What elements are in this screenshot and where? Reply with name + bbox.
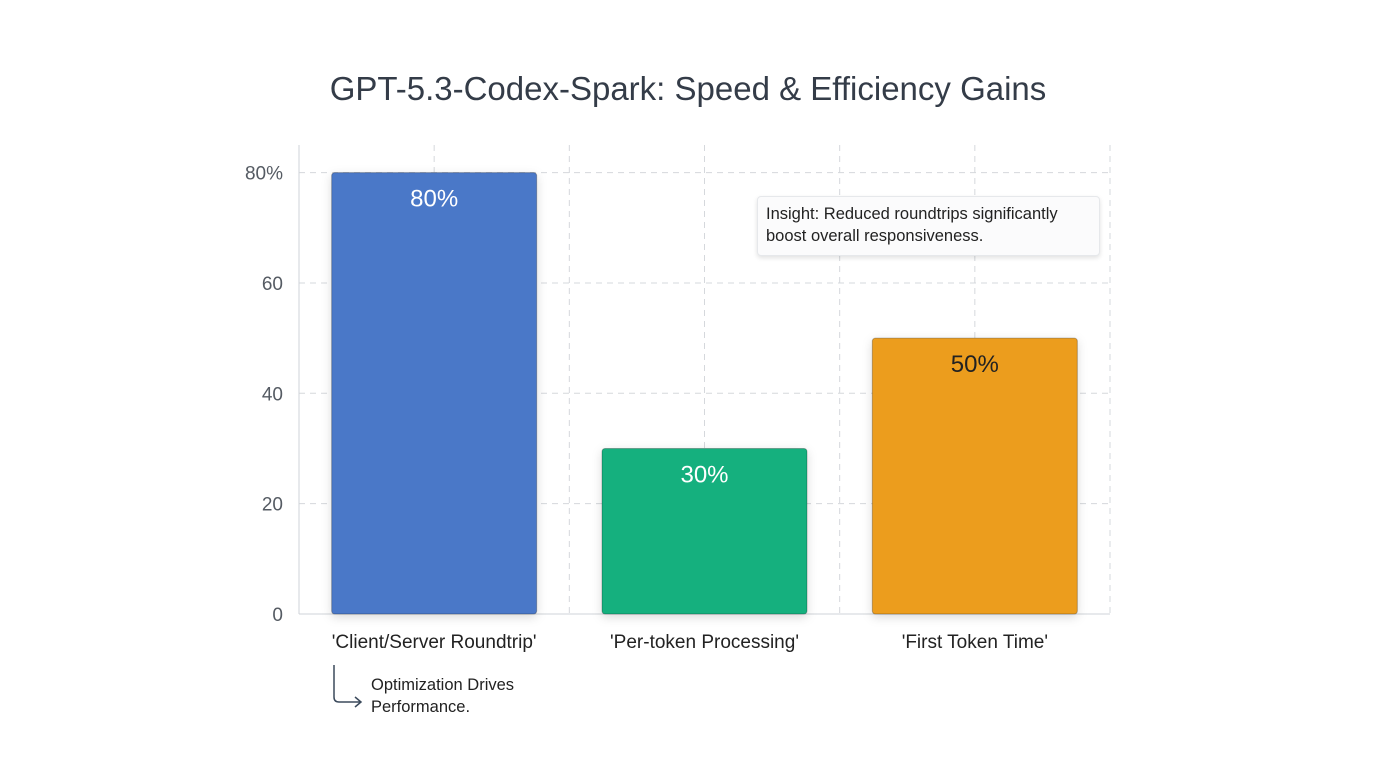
y-tick-label: 20 [262, 495, 283, 516]
insight-annotation: Insight: Reduced roundtrips significantl… [757, 196, 1100, 256]
note-line-2: Performance. [371, 698, 471, 716]
insight-line-1: Insight: Reduced roundtrips significantl… [766, 205, 1058, 223]
bar [871, 337, 1078, 615]
bar-value-label: 80% [410, 186, 458, 213]
bar-value-label: 50% [951, 351, 999, 378]
x-tick-label: 'Client/Server Roundtrip' [332, 632, 537, 653]
bar-value-label: 30% [680, 461, 728, 488]
arrow-icon [333, 665, 363, 708]
y-tick-label: 40 [262, 384, 283, 405]
y-tick-label: 60 [262, 274, 283, 295]
optimization-annotation: Optimization Drives Performance. [371, 674, 514, 718]
y-tick-label: 80% [245, 164, 283, 185]
chart-title: GPT-5.3-Codex-Spark: Speed & Efficiency … [329, 70, 1047, 107]
x-tick-label: 'Per-token Processing' [610, 632, 799, 653]
note-line-1: Optimization Drives [371, 676, 515, 694]
insight-line-2: boost overall responsiveness. [766, 227, 984, 245]
bar [331, 172, 538, 615]
bar [601, 447, 808, 615]
y-tick-label: 0 [272, 605, 283, 626]
x-tick-label: 'First Token Time' [902, 632, 1048, 653]
